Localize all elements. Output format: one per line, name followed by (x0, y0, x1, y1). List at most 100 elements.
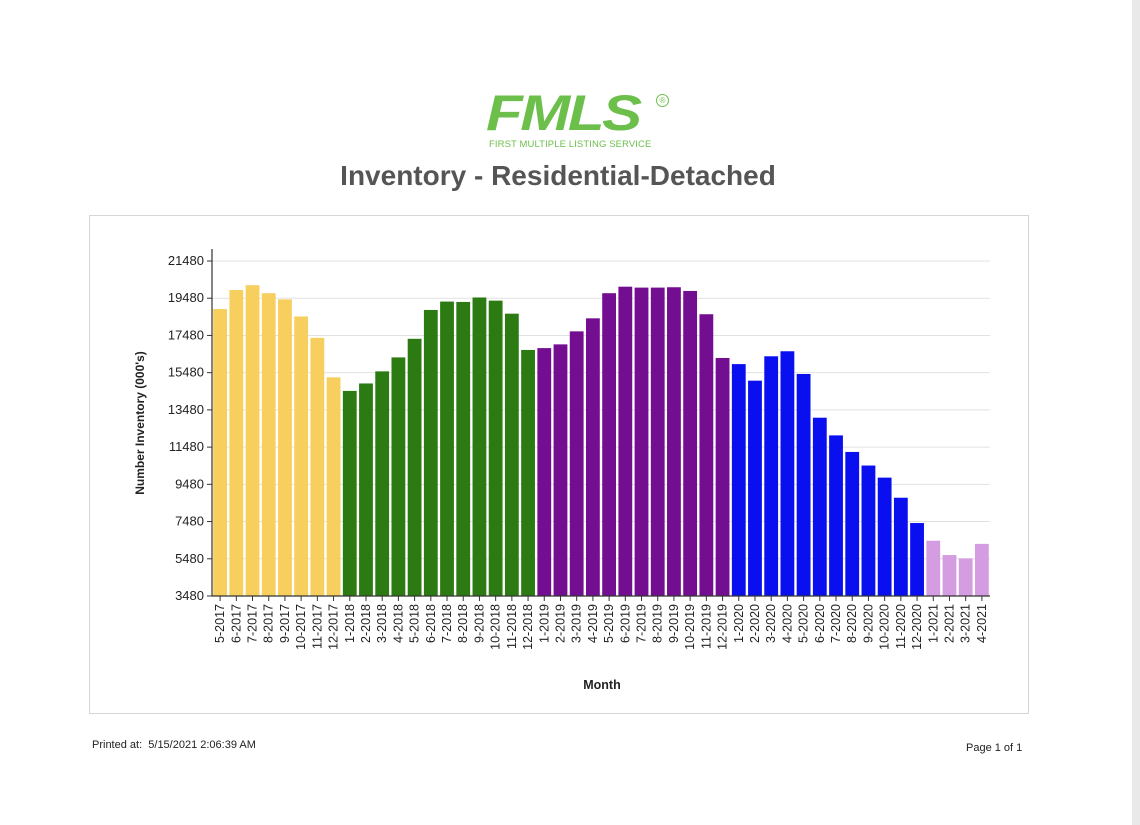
bar (375, 371, 390, 596)
bar (796, 373, 811, 596)
x-tick-label: 6-2017 (229, 604, 243, 643)
printed-label: Printed at: (92, 739, 143, 751)
bar (861, 465, 876, 596)
printed-timestamp: Printed at: 5/15/2021 2:06:39 AM (92, 739, 256, 751)
bar (650, 287, 665, 596)
bar (910, 523, 924, 596)
fmls-logo: FMLS ® FIRST MULTIPLE LISTING SERVICE (486, 88, 676, 154)
bar (893, 497, 908, 596)
x-tick-label: 8-2019 (651, 604, 665, 643)
bar (877, 477, 892, 596)
x-tick-label: 8-2017 (262, 604, 276, 643)
y-tick-label: 17480 (168, 327, 204, 342)
x-tick-label: 9-2018 (472, 604, 486, 643)
x-tick-label: 2-2020 (748, 604, 762, 643)
x-tick-label: 6-2018 (424, 604, 438, 643)
x-tick-label: 12-2017 (327, 604, 341, 650)
x-tick-label: 2-2018 (359, 604, 373, 643)
logo-tagline: FIRST MULTIPLE LISTING SERVICE (489, 139, 652, 150)
x-tick-label: 9-2019 (667, 604, 681, 643)
x-tick-label: 10-2020 (878, 604, 892, 650)
x-tick-label: 5-2020 (797, 604, 811, 643)
bar (845, 451, 860, 596)
x-tick-label: 10-2018 (489, 604, 503, 650)
bar (310, 337, 325, 596)
y-tick-label: 15480 (168, 365, 204, 380)
y-tick-label: 11480 (169, 439, 204, 454)
x-tick-label: 12-2018 (521, 604, 535, 650)
bar (391, 357, 406, 596)
bar (748, 380, 762, 596)
y-tick-label: 21480 (168, 253, 204, 268)
bar (618, 286, 633, 596)
y-tick-label: 7480 (175, 514, 204, 529)
x-tick-label: 11-2017 (310, 604, 324, 649)
x-axis-title: Month (583, 678, 620, 692)
bar (488, 300, 503, 596)
bar (456, 301, 471, 596)
bar (634, 287, 649, 596)
bar (926, 540, 941, 596)
bar (213, 309, 228, 596)
bar (731, 364, 746, 596)
bar (585, 318, 600, 596)
x-tick-label: 3-2020 (764, 604, 778, 643)
x-tick-label: 11-2019 (699, 604, 713, 649)
bar (294, 316, 309, 596)
bar (504, 313, 519, 596)
chart-frame: 3480 5480 7480 9480 11480 13480 15480 17480 1948… (89, 215, 1029, 714)
bar (569, 331, 584, 596)
y-tick-label: 9480 (175, 476, 204, 491)
x-tick-label: 2-2019 (553, 604, 567, 643)
bar (326, 377, 341, 596)
x-tick-label: 3-2019 (570, 604, 584, 643)
x-tick-label: 11-2018 (505, 604, 519, 649)
x-tick-label: 7-2019 (635, 604, 649, 643)
bar (667, 287, 681, 596)
y-axis-title: Number Inventory (000's) (133, 351, 147, 495)
bar (423, 309, 438, 596)
x-tick-label: 6-2020 (813, 604, 827, 643)
bar (715, 357, 730, 596)
x-tick-label: 3-2021 (959, 604, 973, 643)
bar (699, 314, 714, 596)
x-tick-label: 4-2018 (391, 604, 405, 643)
x-tick-label: 2-2021 (942, 604, 956, 643)
x-tick-label: 9-2017 (278, 604, 292, 643)
bar (245, 285, 260, 596)
x-tick-label: 10-2017 (294, 604, 308, 650)
x-tick-label: 7-2020 (829, 604, 843, 643)
bar (229, 290, 244, 596)
y-tick-label: 5480 (175, 551, 204, 566)
x-tick-label: 9-2020 (861, 604, 875, 643)
bar (359, 383, 373, 596)
x-tick-label: 7-2018 (440, 604, 454, 643)
bar (683, 290, 698, 596)
page-title: Inventory - Residential-Detached (340, 160, 776, 191)
y-tick-label: 19480 (168, 290, 204, 305)
x-tick-label: 1-2019 (537, 604, 551, 643)
registered-mark: ® (656, 94, 669, 107)
bar (521, 349, 535, 596)
x-tick-label: 5-2017 (213, 604, 227, 643)
x-tick-label: 4-2019 (586, 604, 600, 643)
y-tick-label: 3480 (175, 588, 204, 603)
x-tick-label: 8-2020 (845, 604, 859, 643)
bar (440, 301, 454, 596)
x-tick-label: 12-2020 (910, 604, 924, 650)
bar (958, 558, 973, 596)
x-tick-label: 5-2019 (602, 604, 616, 643)
x-tick-label: 12-2019 (716, 604, 730, 650)
bar (942, 555, 957, 596)
printed-value: 5/15/2021 2:06:39 AM (148, 739, 256, 751)
x-tick-label: 5-2018 (408, 604, 422, 643)
x-tick-label: 11-2020 (894, 604, 908, 649)
bar (472, 297, 487, 596)
x-tick-label: 1-2018 (343, 604, 357, 643)
x-tick-label: 8-2018 (456, 604, 470, 643)
x-tick-label: 4-2021 (975, 604, 989, 643)
bar (407, 338, 422, 596)
page-number: Page 1 of 1 (966, 742, 1023, 754)
logo-wordmark: FMLS (486, 85, 642, 141)
